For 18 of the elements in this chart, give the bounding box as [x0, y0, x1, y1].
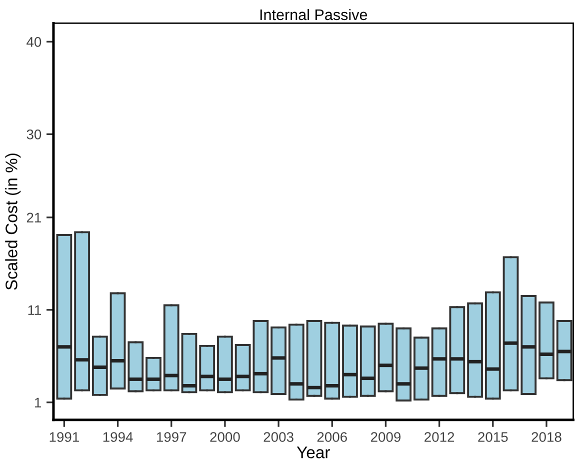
y-tick-label: 30 [26, 130, 42, 140]
x-tick-label: 2018 [532, 432, 562, 442]
y-tick-label: 21 [26, 212, 41, 222]
chart-title: Internal Passive [260, 8, 368, 20]
x-tick-label: 1991 [50, 432, 79, 442]
y-tick-label: 40 [26, 37, 42, 47]
y-axis-title: Scaled Cost (in %) [5, 154, 21, 290]
x-tick-label: 2006 [317, 432, 347, 442]
y-tick-label: 11 [28, 305, 41, 315]
x-tick-label: 2003 [264, 432, 294, 442]
x-axis-title: Year [296, 446, 330, 458]
y-tick-label: 1 [35, 398, 41, 408]
x-tick-label: 2015 [478, 432, 508, 442]
x-tick-label: 2000 [210, 432, 240, 442]
x-tick-label: 2012 [424, 432, 454, 442]
x-tick-label: 2009 [370, 432, 401, 442]
x-tick-label: 1994 [103, 432, 133, 442]
x-tick-label: 1997 [156, 432, 186, 442]
